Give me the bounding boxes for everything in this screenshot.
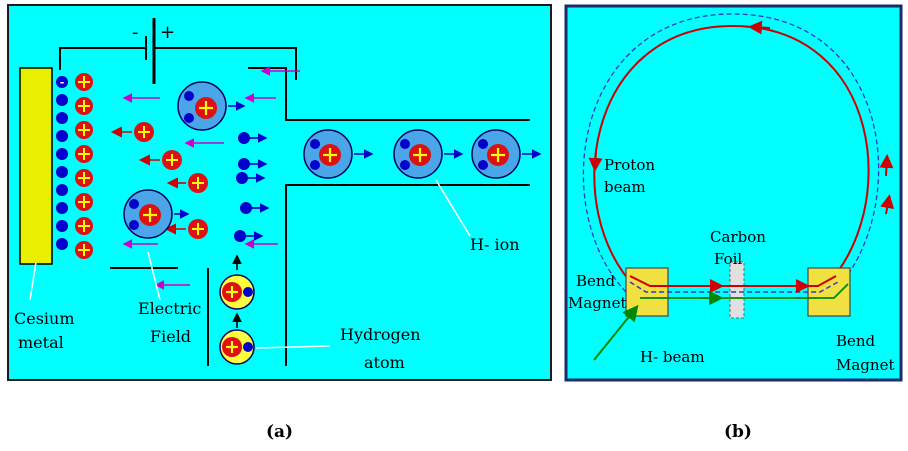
surface-electron bbox=[56, 94, 68, 106]
carbon-foil bbox=[729, 261, 745, 319]
cesium-plate bbox=[19, 67, 53, 265]
label-cesium-line1: Cesium bbox=[14, 309, 75, 328]
surface-proton bbox=[75, 73, 93, 91]
surface-proton bbox=[75, 121, 93, 139]
label-bend-right-line2: Magnet bbox=[836, 356, 894, 374]
label-bend-right-line1: Bend bbox=[836, 332, 876, 350]
drifting-proton bbox=[134, 122, 154, 142]
surface-electron bbox=[56, 202, 68, 214]
label-hbeam: H- beam bbox=[640, 348, 705, 366]
free-electron bbox=[238, 132, 250, 144]
svg-text:-: - bbox=[60, 76, 65, 89]
surface-proton bbox=[75, 193, 93, 211]
hydrogen-atom bbox=[219, 254, 255, 310]
label-hydrogen-line2: atom bbox=[364, 353, 405, 372]
h-minus-ion bbox=[303, 129, 374, 179]
free-electron bbox=[238, 158, 250, 170]
label-carbon-line1: Carbon bbox=[710, 228, 766, 246]
ring-direction-arrows bbox=[588, 20, 895, 215]
panel-a-background bbox=[7, 4, 552, 381]
surface-electron: - bbox=[56, 76, 68, 89]
surface-proton bbox=[75, 145, 93, 163]
h-minus-ion bbox=[471, 129, 542, 179]
caption-a: (a) bbox=[266, 422, 293, 442]
panel-a: - + - bbox=[7, 4, 552, 442]
panel-b: Proton beam Carbon Foil Bend Magnet Bend… bbox=[564, 4, 903, 442]
electric-field-arrows bbox=[122, 66, 300, 290]
h-beam-incoming bbox=[593, 304, 639, 361]
free-electrons bbox=[234, 132, 252, 242]
field-pointer bbox=[147, 251, 161, 301]
label-bend-left-line1: Bend bbox=[576, 272, 616, 290]
surface-charges: - bbox=[56, 76, 68, 250]
hydrogen-atom bbox=[219, 312, 255, 365]
surface-proton bbox=[75, 97, 93, 115]
surface-electron bbox=[56, 238, 68, 250]
label-field-line2: Field bbox=[150, 327, 191, 346]
proton-ring bbox=[593, 24, 870, 289]
surface-electron bbox=[56, 220, 68, 232]
proton-ring-dashed bbox=[582, 13, 880, 293]
label-field-line1: Electric bbox=[138, 299, 201, 318]
label-bend-left-line2: Magnet bbox=[568, 294, 626, 312]
label-cesium-line2: metal bbox=[18, 333, 64, 352]
label-proton-line2: beam bbox=[604, 178, 646, 196]
surface-proton bbox=[75, 169, 93, 187]
surface-electron bbox=[56, 130, 68, 142]
drifting-proton bbox=[162, 150, 182, 170]
surface-electron bbox=[56, 148, 68, 160]
surface-electron bbox=[56, 166, 68, 178]
free-protons bbox=[134, 122, 208, 239]
drifting-proton bbox=[188, 219, 208, 239]
free-electron bbox=[236, 172, 248, 184]
label-proton-line1: Proton bbox=[604, 156, 655, 174]
battery-plus-sign: + bbox=[160, 22, 175, 43]
h-minus-ion bbox=[177, 81, 246, 131]
free-electron bbox=[234, 230, 246, 242]
h-minus-ion bbox=[123, 189, 190, 239]
label-hion: H- ion bbox=[470, 235, 520, 254]
surface-proton bbox=[75, 241, 93, 259]
cesium-pointer bbox=[29, 261, 37, 301]
surface-proton bbox=[75, 217, 93, 235]
free-electron bbox=[240, 202, 252, 214]
proton-motion-arrows bbox=[110, 126, 186, 235]
label-pointers bbox=[29, 179, 471, 349]
surface-protons bbox=[75, 73, 93, 259]
surface-electron bbox=[56, 112, 68, 124]
battery-minus-sign: - bbox=[132, 22, 139, 43]
caption-b: (b) bbox=[724, 422, 752, 442]
surface-electron bbox=[56, 184, 68, 196]
beam-lines bbox=[629, 275, 849, 306]
hion-pointer bbox=[435, 179, 471, 237]
label-hydrogen-line1: Hydrogen bbox=[340, 325, 421, 344]
label-carbon-line2: Foil bbox=[714, 250, 742, 268]
hydrogen-pointer bbox=[255, 345, 331, 349]
electron-motion-arrows bbox=[246, 133, 270, 241]
drifting-proton bbox=[188, 173, 208, 193]
battery bbox=[59, 18, 297, 84]
h-minus-ion bbox=[393, 129, 464, 179]
